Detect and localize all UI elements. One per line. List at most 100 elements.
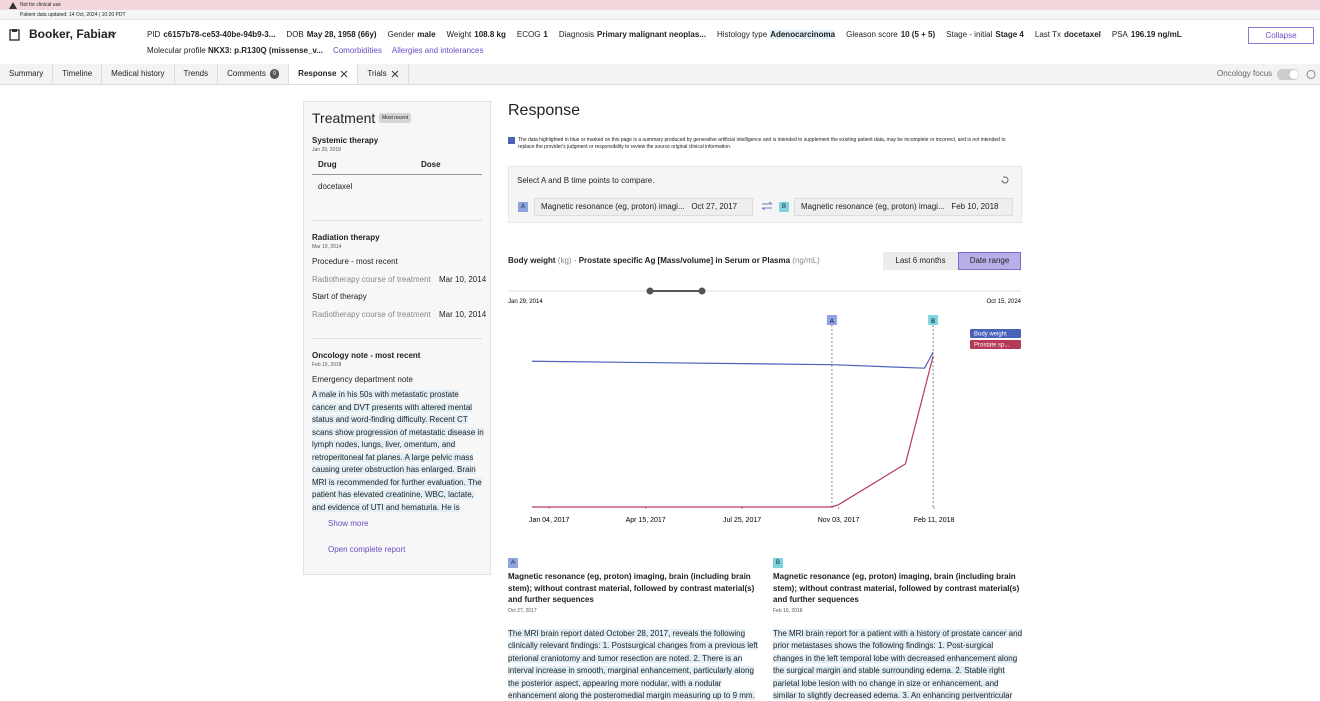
item-date: Mar 10, 2014 xyxy=(439,310,487,319)
molecular: Molecular profile NKX3: p.R130Q (missens… xyxy=(147,46,323,55)
tab-label: Medical history xyxy=(111,69,165,78)
molecular-row: Molecular profile NKX3: p.R130Q (missens… xyxy=(147,46,483,55)
collapse-button[interactable]: Collapse xyxy=(1248,27,1314,44)
section-title: Oncology note - most recent xyxy=(312,351,421,360)
close-x xyxy=(391,70,399,78)
col-header: Drug xyxy=(318,160,337,169)
field-label: PID xyxy=(147,30,161,39)
update-text: Patient data updated: 14 Oct, 2024 | 10:… xyxy=(20,12,126,18)
range-button[interactable]: Last 6 months xyxy=(883,252,958,270)
field-value: May 28, 1958 (66y) xyxy=(306,30,377,39)
marker-box xyxy=(826,315,837,325)
field-value: male xyxy=(417,30,436,39)
collapse-label: Collapse xyxy=(1265,31,1297,40)
section-title: Radiation therapy xyxy=(312,233,380,242)
select-b[interactable]: Magnetic resonance (eg, proton) imagi...… xyxy=(794,198,1013,216)
swap-icon[interactable] xyxy=(761,201,773,211)
report-text-box: The MRI brain report dated October 28, 2… xyxy=(508,628,758,701)
tab[interactable]: Response xyxy=(289,64,359,84)
marker-box xyxy=(928,315,939,325)
field: ECOG 1 xyxy=(517,30,548,39)
tab[interactable]: Summary xyxy=(0,64,54,84)
field-value: c6157b78-ce53-40be-94b9-3... xyxy=(163,30,276,39)
item-date: Mar 10, 2014 xyxy=(439,275,487,284)
patient-name[interactable]: Booker, Fabian xyxy=(29,27,116,41)
field-label: Weight xyxy=(446,30,472,39)
oncology-focus: Oncology focus xyxy=(1217,69,1273,78)
field-value: 1 xyxy=(543,30,548,39)
unit: (kg) xyxy=(557,256,572,265)
report-text-box: The MRI brain report for a patient with … xyxy=(773,628,1023,701)
section-date: Mar 10, 2014 xyxy=(312,244,342,250)
x-tick-label: Apr 15, 2017 xyxy=(626,517,666,524)
report-letter: A xyxy=(508,558,518,568)
tab[interactable]: Trends xyxy=(175,64,219,84)
field-label: Gleason score xyxy=(846,30,898,39)
legend-label: Prostate sp... xyxy=(974,343,1010,349)
section-title: Systemic therapy xyxy=(312,136,379,145)
legend-label: Body weight xyxy=(974,332,1007,338)
tab[interactable]: Medical history xyxy=(102,64,175,84)
field-value: Stage 4 xyxy=(995,30,1024,39)
note-text-box: A male in his 50s with metastatic prosta… xyxy=(312,389,484,513)
tab-label: Comments xyxy=(227,69,266,78)
warning-text: Not for clinical use xyxy=(20,2,61,8)
series-line xyxy=(531,351,934,369)
unit: (ng/mL) xyxy=(792,256,820,265)
series-line xyxy=(532,355,934,508)
treatment-panel: Treatment Most recent Systemic therapy J… xyxy=(303,101,491,575)
tab-label: Timeline xyxy=(62,69,93,78)
item-name: Radiotherapy course of treatment xyxy=(312,275,431,284)
select-a[interactable]: Magnetic resonance (eg, proton) imagi...… xyxy=(534,198,753,216)
tab[interactable]: Trials xyxy=(358,64,409,84)
chart: Jan 29, 2014 Oct 15, 2024 Jan 04, 2017 Apr … xyxy=(508,287,1022,524)
field-label: Histology type xyxy=(716,30,768,39)
range-handle[interactable] xyxy=(698,287,706,295)
response-title: Response xyxy=(508,102,581,119)
chevron[interactable] xyxy=(108,31,117,37)
tab-label: Response xyxy=(298,69,337,78)
close-icon[interactable] xyxy=(340,70,348,78)
field: Gender male xyxy=(388,30,436,39)
field: PID c6157b78-ce53-40be-94b9-3... xyxy=(147,30,275,39)
report: B Magnetic resonance (eg, proton) imaging… xyxy=(773,558,1023,701)
treatment-title: Treatment xyxy=(312,110,376,126)
note-text: A male in his 50s with metastatic prosta… xyxy=(312,390,484,512)
open-report[interactable]: Open complete report xyxy=(328,545,406,554)
divider xyxy=(312,338,482,339)
field-label: DOB xyxy=(286,30,304,39)
letter-b: B xyxy=(779,202,789,212)
legend-box xyxy=(970,329,1021,338)
link[interactable]: Comorbidities xyxy=(332,46,382,55)
report-date: Oct 27, 2017 xyxy=(508,607,537,614)
badge: Most recent xyxy=(379,113,412,123)
ai-icon xyxy=(508,137,515,144)
link[interactable]: Allergies and intolerances xyxy=(391,46,484,55)
tab[interactable]: Timeline xyxy=(53,64,103,84)
range-start: Jan 29, 2014 xyxy=(508,299,543,305)
reset-icon[interactable] xyxy=(1000,175,1010,185)
report: A Magnetic resonance (eg, proton) imaging… xyxy=(508,558,758,701)
tab-label: Summary xyxy=(9,69,44,78)
divider xyxy=(312,220,482,221)
field: Stage - initial Stage 4 xyxy=(946,30,1024,39)
section-date: Feb 10, 2018 xyxy=(312,362,342,368)
col-header: Dose xyxy=(421,160,441,169)
molecular-label: Molecular profile xyxy=(147,46,206,55)
letter-a: A xyxy=(518,202,528,212)
tab[interactable]: Comments 0 xyxy=(218,64,290,84)
show-more[interactable]: Show more xyxy=(328,519,369,528)
report-title: Magnetic resonance (eg, proton) imaging,… xyxy=(508,572,755,604)
disclaimer: The data highlighted in blue or marked o… xyxy=(508,137,1022,151)
field-label: Diagnosis xyxy=(558,30,595,39)
toggle[interactable] xyxy=(1277,68,1319,81)
chart-title: Body weight (kg) · Prostate specific Ag … xyxy=(508,256,820,265)
range-button[interactable]: Date range xyxy=(958,252,1021,270)
series-name: Prostate specific Ag [Mass/volume] in Se… xyxy=(578,256,791,265)
close-icon[interactable] xyxy=(391,70,399,78)
field-label: Gender xyxy=(387,30,415,39)
range-handle[interactable] xyxy=(646,287,654,295)
item-label: Start of therapy xyxy=(312,292,367,301)
